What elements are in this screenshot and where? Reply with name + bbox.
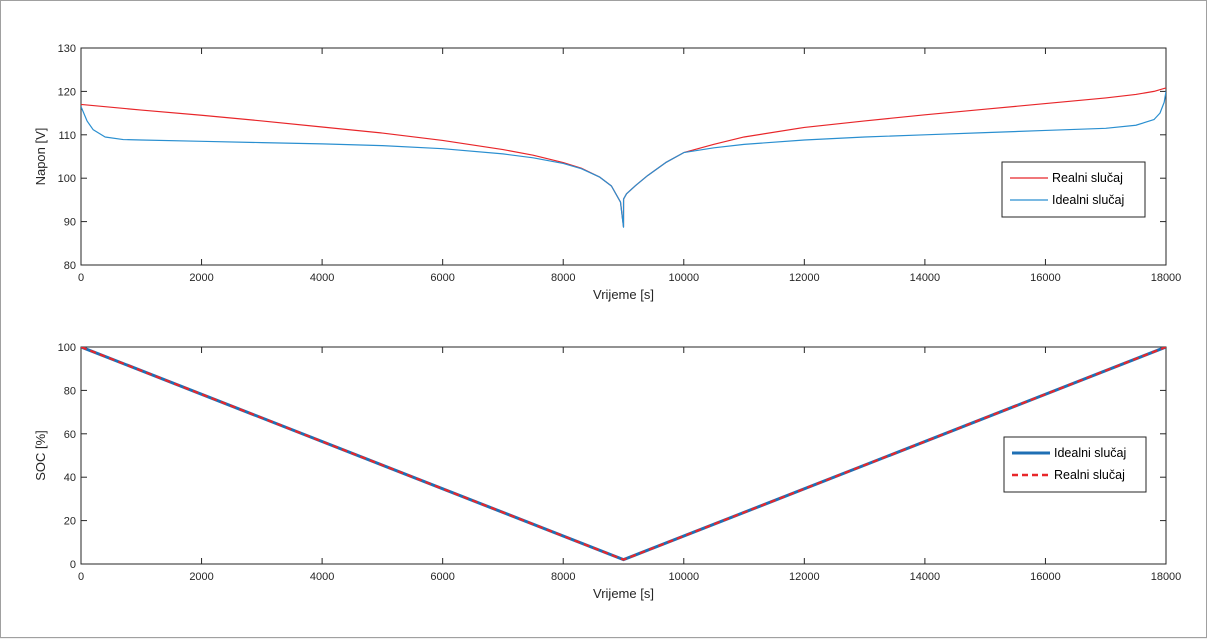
- legend-entry-label: Realni slučaj: [1054, 468, 1125, 482]
- x-tick-label: 10000: [668, 272, 699, 284]
- y-tick-label: 80: [64, 385, 76, 397]
- y-tick-label: 40: [64, 472, 76, 484]
- x-tick-label: 4000: [310, 571, 334, 583]
- legend-entry-label: Realni slučaj: [1052, 171, 1123, 185]
- x-tick-label: 12000: [789, 272, 820, 284]
- x-tick-label: 12000: [789, 571, 820, 583]
- y-tick-label: 0: [70, 559, 76, 571]
- x-tick-label: 16000: [1030, 272, 1061, 284]
- y-tick-label: 100: [58, 173, 76, 185]
- x-tick-label: 8000: [551, 571, 575, 583]
- x-tick-label: 6000: [430, 272, 454, 284]
- y-tick-label: 120: [58, 86, 76, 98]
- x-tick-label: 0: [78, 571, 84, 583]
- y-tick-label: 20: [64, 516, 76, 528]
- y-tick-label: 90: [64, 217, 76, 229]
- series-line-1: [81, 347, 1166, 561]
- x-tick-label: 0: [78, 272, 84, 284]
- x-tick-label: 4000: [310, 272, 334, 284]
- x-axis-label: Vrijeme [s]: [593, 287, 654, 302]
- y-tick-label: 80: [64, 260, 76, 272]
- y-axis-label: Napon [V]: [33, 128, 48, 186]
- legend-entry-label: Idealni slučaj: [1052, 193, 1124, 207]
- x-tick-label: 2000: [189, 571, 213, 583]
- y-axis-label: SOC [%]: [33, 430, 48, 481]
- x-tick-label: 14000: [910, 571, 941, 583]
- axes-box: [80, 346, 1167, 565]
- x-tick-label: 2000: [189, 272, 213, 284]
- x-tick-label: 10000: [668, 571, 699, 583]
- x-tick-label: 8000: [551, 272, 575, 284]
- y-tick-label: 130: [58, 43, 76, 55]
- x-tick-label: 16000: [1030, 571, 1061, 583]
- voltage-plot: 0 2000 4000 6000 8000 10000 12000 14000 16000 180…: [33, 43, 1181, 302]
- y-tick-label: 60: [64, 429, 76, 441]
- x-tick-label: 14000: [910, 272, 941, 284]
- y-tick-label: 110: [58, 130, 76, 142]
- axes-box: [80, 47, 1167, 266]
- x-tick-label: 18000: [1151, 272, 1182, 284]
- series-line-1: [81, 91, 1166, 228]
- y-tick-label: 100: [58, 342, 76, 354]
- soc-plot: 0 2000 4000 6000 8000 10000 12000 14000 16000 180…: [33, 342, 1181, 601]
- legend-box: [1001, 161, 1146, 218]
- x-axis-label: Vrijeme [s]: [593, 586, 654, 601]
- x-tick-label: 18000: [1151, 571, 1182, 583]
- x-tick-label: 6000: [430, 571, 454, 583]
- legend-box: [1003, 436, 1147, 493]
- legend-entry-label: Idealni slučaj: [1054, 446, 1126, 460]
